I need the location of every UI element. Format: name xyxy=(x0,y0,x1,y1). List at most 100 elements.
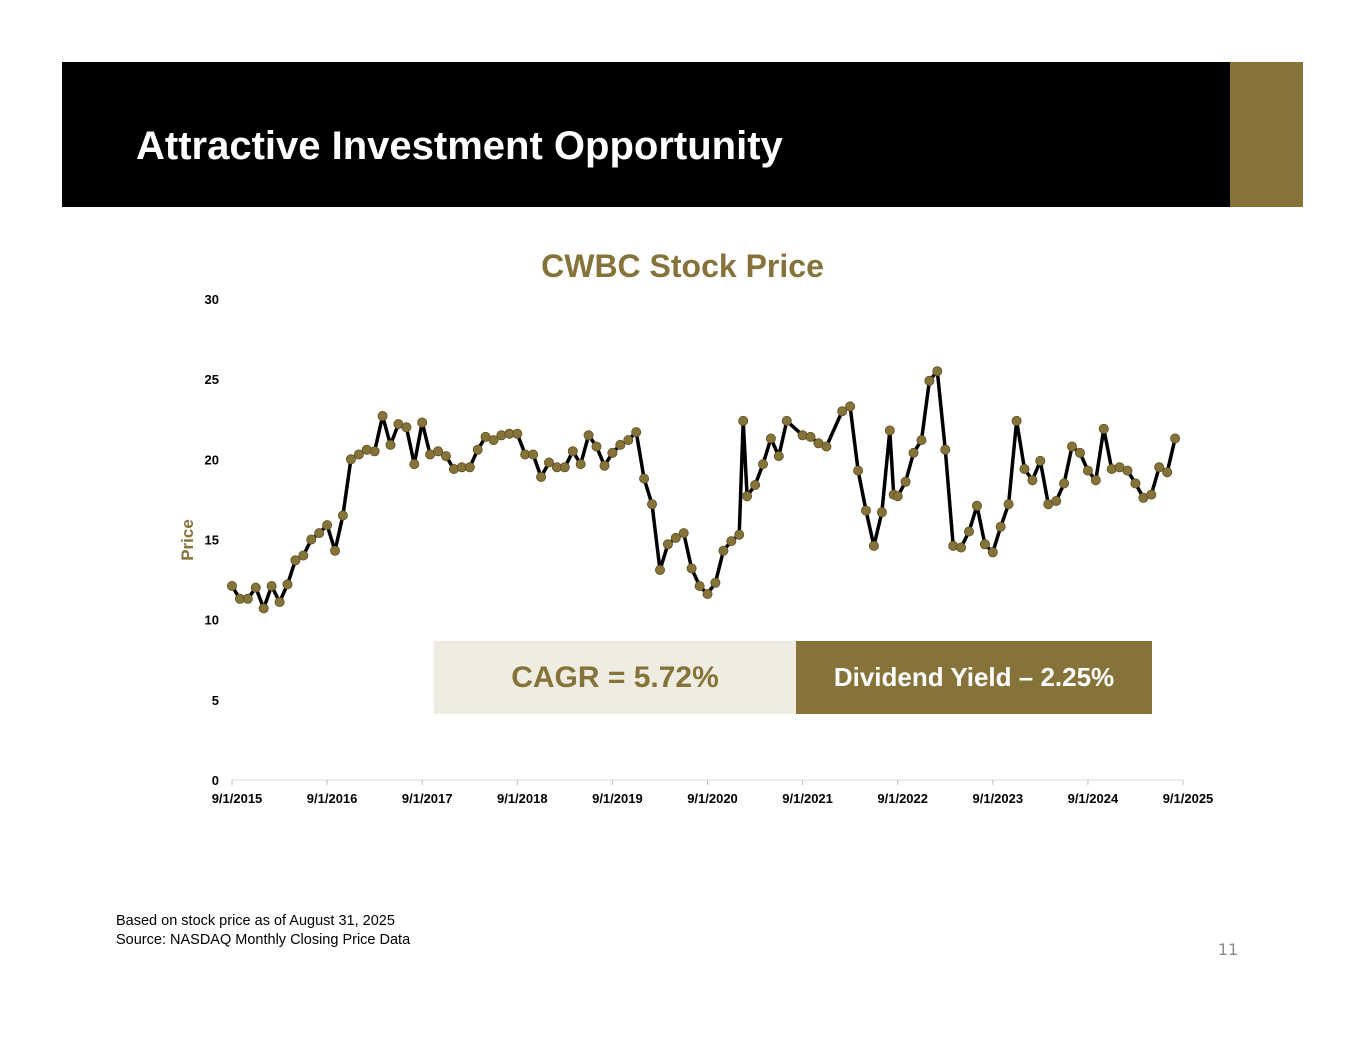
price-point xyxy=(377,410,388,421)
price-point xyxy=(306,534,317,545)
price-point xyxy=(345,454,356,465)
price-point xyxy=(924,375,935,386)
price-point xyxy=(861,505,872,516)
price-point xyxy=(1019,463,1030,474)
price-point xyxy=(987,547,998,558)
price-point xyxy=(314,528,325,539)
price-point xyxy=(567,446,578,457)
price-point xyxy=(1146,489,1157,500)
price-point xyxy=(979,539,990,550)
y-axis-label: Price xyxy=(178,519,197,561)
y-tick-label: 25 xyxy=(205,372,219,387)
price-point xyxy=(440,451,451,462)
price-point xyxy=(742,491,753,502)
price-point xyxy=(1027,475,1038,486)
footnote-basis: Based on stock price as of August 31, 20… xyxy=(116,913,395,929)
price-point xyxy=(1035,455,1046,466)
price-point xyxy=(1162,467,1173,478)
price-point xyxy=(337,510,348,521)
x-tick-label: 9/1/2017 xyxy=(402,791,453,806)
price-point xyxy=(956,542,967,553)
price-point xyxy=(702,589,713,600)
x-tick-label: 9/1/2019 xyxy=(592,791,643,806)
price-point xyxy=(536,471,547,482)
page-number: 11 xyxy=(1217,940,1239,959)
header-bar xyxy=(62,62,1230,207)
price-line xyxy=(230,369,1177,611)
price-point xyxy=(972,500,983,511)
x-tick-label: 9/1/2016 xyxy=(307,791,358,806)
price-point xyxy=(623,435,634,446)
price-point xyxy=(932,366,943,377)
price-point xyxy=(845,401,856,412)
price-point xyxy=(290,555,301,566)
price-point xyxy=(607,447,618,458)
price-point xyxy=(773,451,784,462)
x-tick-label: 9/1/2022 xyxy=(877,791,928,806)
dividend-yield-callout: Dividend Yield – 2.25% xyxy=(796,641,1152,714)
price-point xyxy=(1154,462,1165,473)
price-point xyxy=(282,579,293,590)
price-point xyxy=(1003,499,1014,510)
price-point xyxy=(1090,475,1101,486)
price-point xyxy=(1011,415,1022,426)
price-point xyxy=(964,526,975,537)
price-point xyxy=(940,444,951,455)
price-point xyxy=(599,460,610,471)
price-point xyxy=(1059,478,1070,489)
header-accent-block xyxy=(1230,62,1303,207)
price-point xyxy=(647,499,658,510)
price-point xyxy=(242,593,253,604)
x-tick-label: 9/1/2024 xyxy=(1068,791,1119,806)
price-point xyxy=(726,536,737,547)
price-point xyxy=(528,449,539,460)
price-point xyxy=(1082,465,1093,476)
price-point xyxy=(544,457,555,468)
price-point xyxy=(1170,433,1181,444)
price-point xyxy=(472,444,483,455)
price-point xyxy=(734,529,745,540)
price-point xyxy=(1051,495,1062,506)
price-point xyxy=(401,422,412,433)
slide-title: Attractive Investment Opportunity xyxy=(136,124,783,168)
price-point xyxy=(837,406,848,417)
y-tick-label: 20 xyxy=(205,452,219,467)
price-point xyxy=(686,563,697,574)
price-point xyxy=(765,433,776,444)
price-point xyxy=(710,577,721,588)
price-point xyxy=(488,435,499,446)
price-point xyxy=(694,581,705,592)
price-point xyxy=(631,427,642,438)
price-point xyxy=(1098,423,1109,434)
x-tick-label: 9/1/2023 xyxy=(972,791,1023,806)
price-point xyxy=(583,430,594,441)
price-point xyxy=(591,441,602,452)
x-tick-label: 9/1/2015 xyxy=(212,791,263,806)
price-point xyxy=(892,491,903,502)
price-point xyxy=(718,545,729,556)
price-point xyxy=(908,447,919,458)
price-point xyxy=(559,462,570,473)
price-point xyxy=(226,581,237,592)
price-point xyxy=(433,446,444,457)
price-point xyxy=(805,431,816,442)
y-tick-label: 30 xyxy=(205,292,219,307)
price-point xyxy=(250,582,261,593)
price-point xyxy=(575,459,586,470)
cagr-callout: CAGR = 5.72% xyxy=(434,641,796,714)
price-point xyxy=(266,581,277,592)
price-point xyxy=(353,449,364,460)
price-point xyxy=(322,520,333,531)
price-point xyxy=(258,603,269,614)
y-tick-label: 10 xyxy=(205,613,219,628)
x-tick-label: 9/1/2021 xyxy=(782,791,833,806)
price-point xyxy=(821,441,832,452)
price-point xyxy=(615,439,626,450)
price-point xyxy=(876,507,887,518)
price-point xyxy=(385,439,396,450)
price-point xyxy=(369,446,380,457)
y-tick-label: 0 xyxy=(212,773,219,788)
price-point xyxy=(1075,447,1086,458)
price-point xyxy=(678,528,689,539)
